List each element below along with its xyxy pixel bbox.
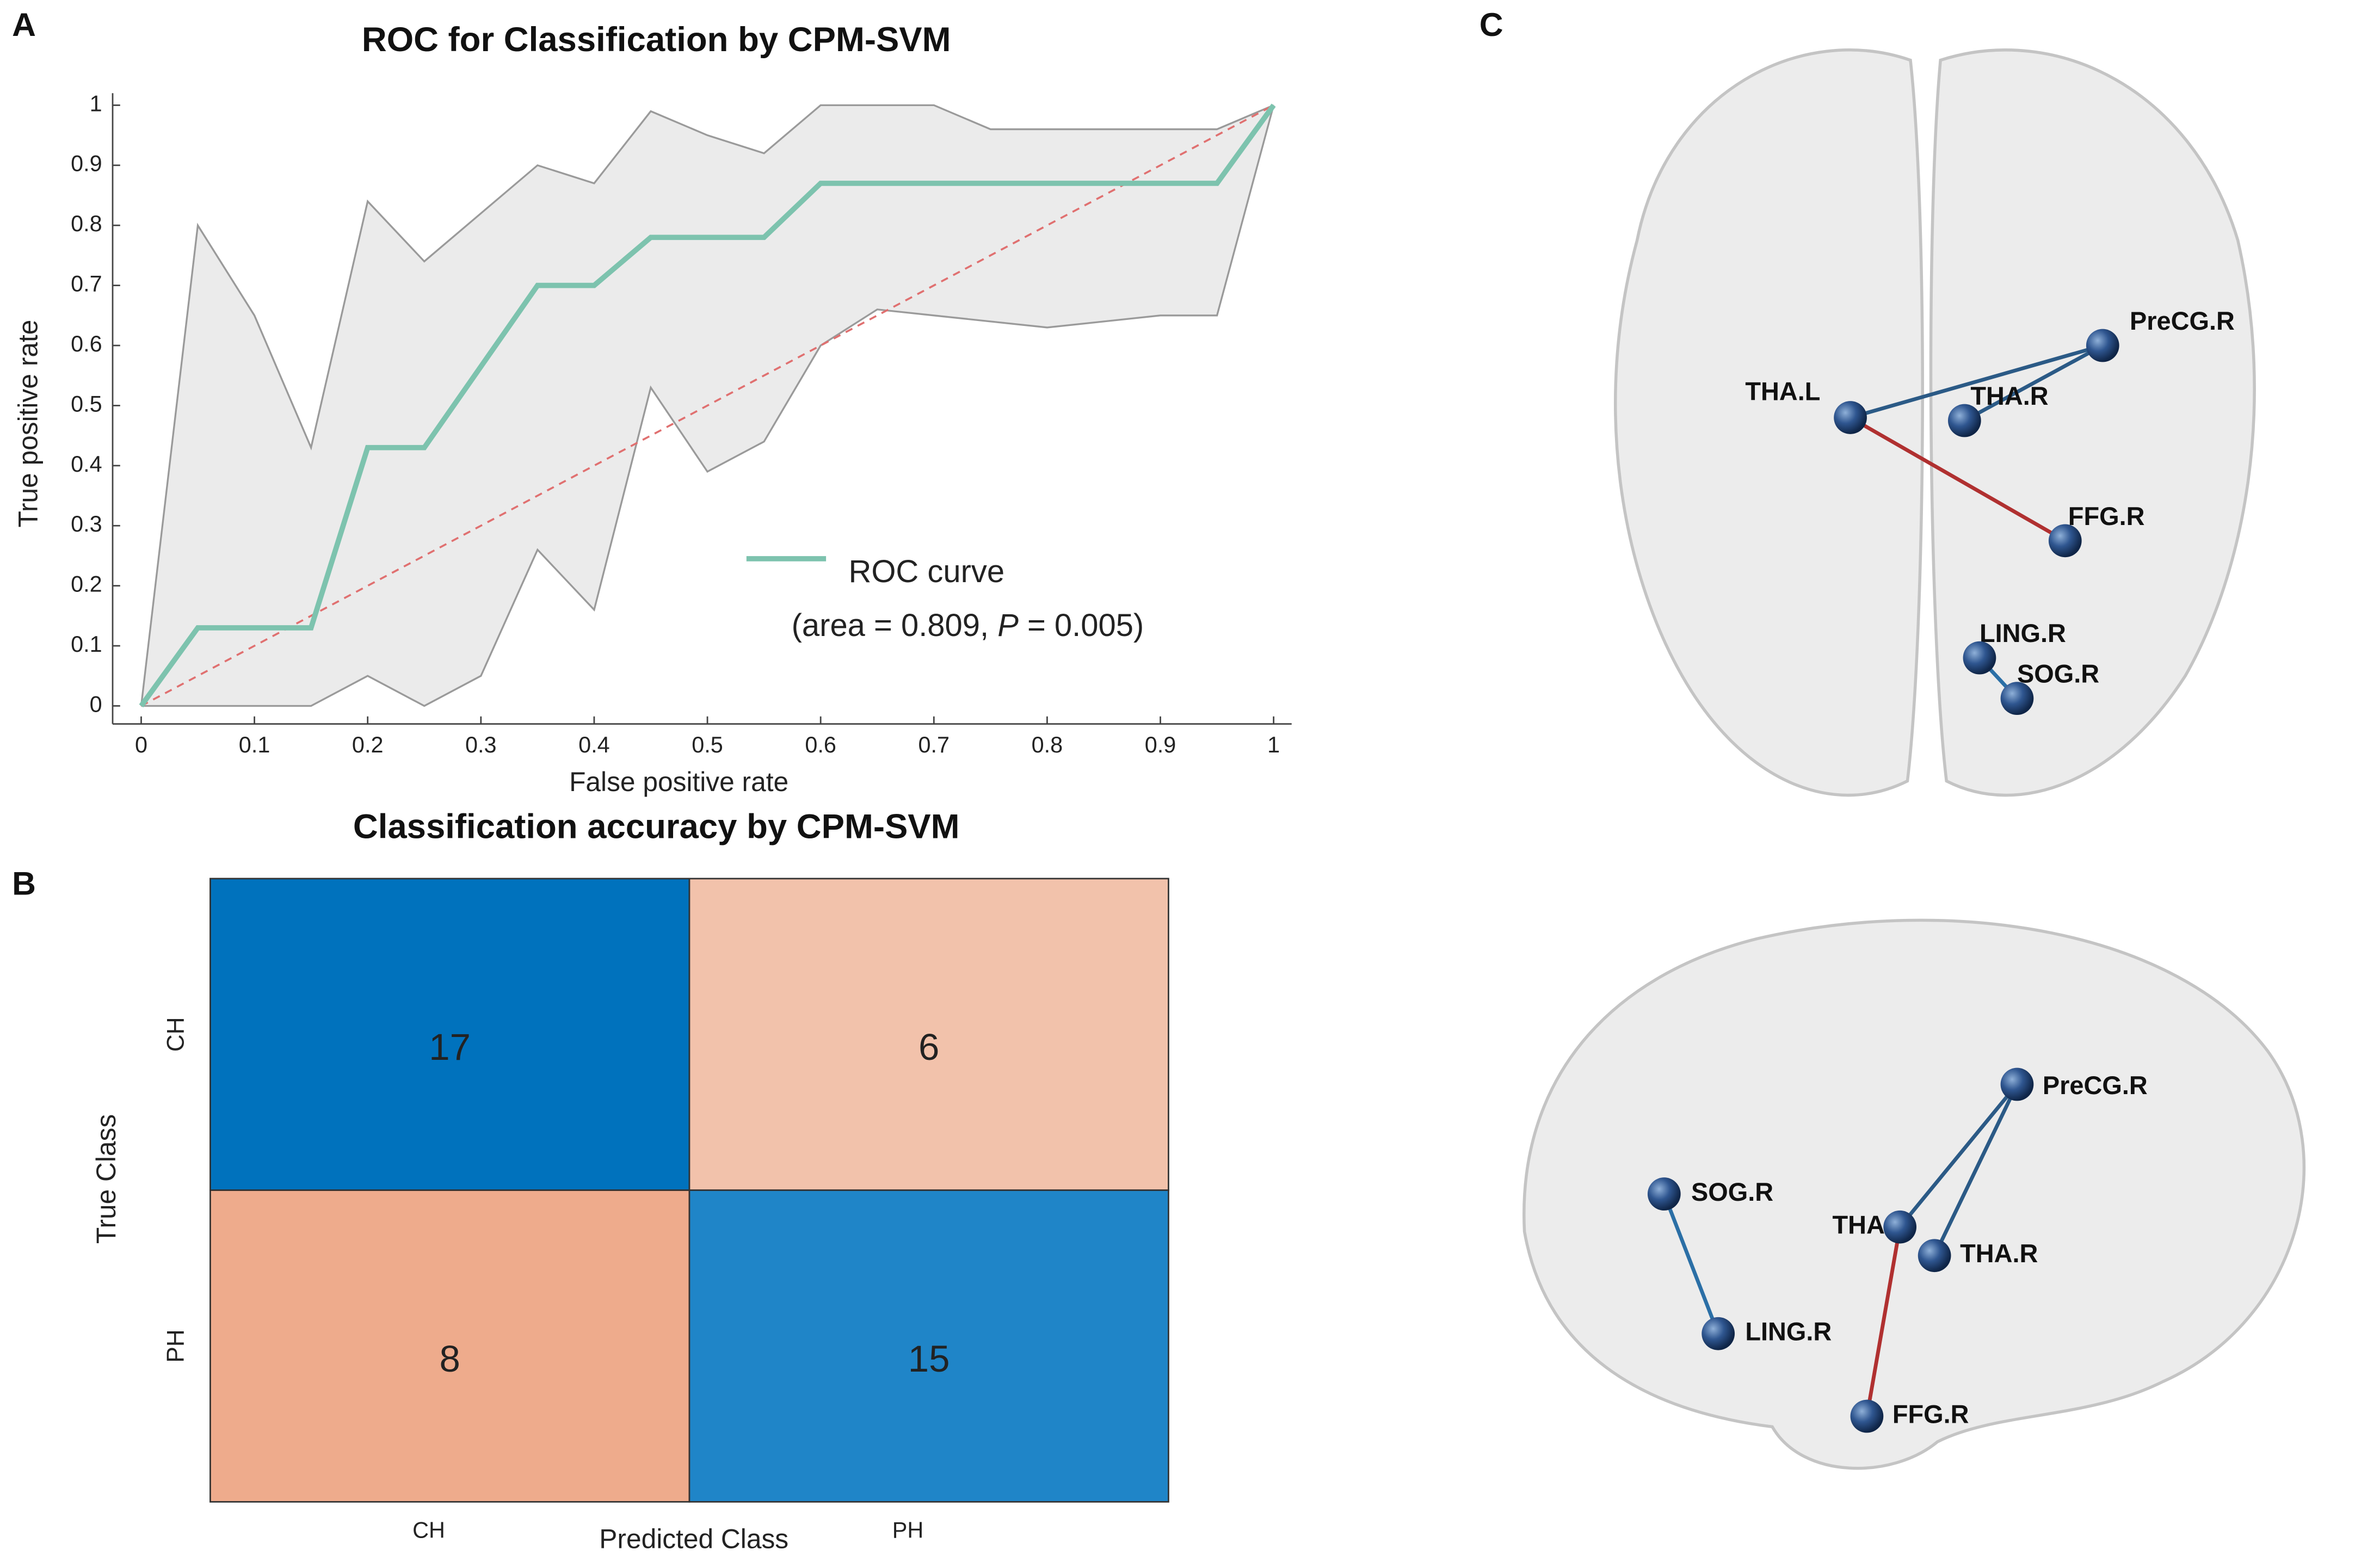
node xyxy=(1883,1210,1917,1244)
node-label: THA.R xyxy=(1970,382,2048,410)
x-tick-label: 0 xyxy=(135,732,147,757)
legend-label: ROC curve xyxy=(849,554,1005,589)
node-label: LING.R xyxy=(1980,619,2066,647)
edges xyxy=(1662,343,2104,1417)
node-label: THA.L xyxy=(1745,378,1820,406)
node xyxy=(1963,641,1996,675)
node-label: FFG.R xyxy=(1892,1400,1969,1428)
chart-title: Classification accuracy by CPM-SVM xyxy=(353,808,960,846)
node xyxy=(1850,1399,1884,1433)
band-upper xyxy=(140,104,1274,706)
node-label: SOG.R xyxy=(1691,1178,1773,1206)
x-tick-label: 0.1 xyxy=(239,732,270,757)
x-tick-label: 0.9 xyxy=(1145,732,1176,757)
y-tick-label: 0.2 xyxy=(71,572,102,597)
y-tick-label: 0.3 xyxy=(71,511,102,536)
edge xyxy=(1898,1083,2019,1229)
band-lower xyxy=(141,104,1275,707)
node xyxy=(2048,524,2082,558)
node xyxy=(1701,1317,1735,1350)
cell-value: 15 xyxy=(908,1338,950,1380)
panel-letter: B xyxy=(12,865,36,902)
edge xyxy=(1963,343,2104,423)
y-tick-label: 0.5 xyxy=(71,391,102,416)
edge xyxy=(1933,1083,2019,1257)
brain-top xyxy=(1613,48,2256,797)
y-tick-label: 0.9 xyxy=(71,151,102,176)
x-tick-label: 0.5 xyxy=(692,732,723,757)
cell-value: 6 xyxy=(918,1026,939,1068)
node-label: PreCG.R xyxy=(2130,307,2235,335)
node-label: SOG.R xyxy=(2017,660,2099,688)
y-tick-label: 0.4 xyxy=(71,452,102,477)
annotation-part: (area = 0.809, xyxy=(792,608,998,643)
x-tick-label: CH xyxy=(412,1518,445,1543)
edge xyxy=(1662,1193,1720,1335)
y-axis-label: True positive rate xyxy=(13,320,43,528)
edge xyxy=(1849,416,2066,542)
brain-side xyxy=(1522,918,2306,1470)
x-tick-label: 0.4 xyxy=(578,732,610,757)
node-label: FFG.R xyxy=(2068,502,2145,530)
panel-letter: C xyxy=(1479,6,1503,43)
x-tick-label: 0.2 xyxy=(352,732,384,757)
y-tick-label: 0 xyxy=(90,692,102,717)
panel-letter: A xyxy=(12,6,36,43)
y-tick-label: 0.6 xyxy=(71,331,102,356)
x-tick-label: PH xyxy=(892,1518,924,1543)
matrix-cell xyxy=(209,1189,691,1503)
edge xyxy=(1850,343,2104,419)
annotation-part: = 0.005) xyxy=(1019,608,1144,643)
edge xyxy=(1865,1226,1902,1417)
chance-line xyxy=(140,104,1274,707)
cell-value: 8 xyxy=(439,1338,460,1380)
node xyxy=(1918,1239,1951,1273)
node xyxy=(1834,401,1867,434)
node-label: LING.R xyxy=(1745,1318,1832,1346)
x-tick-label: 0.3 xyxy=(465,732,497,757)
x-tick-label: 0.7 xyxy=(918,732,950,757)
y-tick-label: 1 xyxy=(90,91,102,116)
cell-value: 17 xyxy=(429,1026,471,1068)
node xyxy=(2000,682,2034,715)
node xyxy=(1647,1177,1681,1211)
annotation: (area = 0.809, P = 0.005) xyxy=(792,608,1144,643)
matrix-cell xyxy=(688,1189,1169,1503)
y-tick-label: 0.1 xyxy=(71,632,102,657)
y-tick-label: CH xyxy=(162,1017,189,1052)
x-tick-label: 0.6 xyxy=(805,732,836,757)
y-tick-label: PH xyxy=(162,1329,189,1362)
annotation-part: P xyxy=(997,608,1019,643)
y-axis-label: True Class xyxy=(91,1114,121,1244)
x-tick-label: 1 xyxy=(1267,732,1280,757)
x-tick-label: 0.8 xyxy=(1032,732,1063,757)
x-axis-label: False positive rate xyxy=(569,767,788,797)
matrix-cell xyxy=(688,878,1169,1192)
y-tick-label: 0.8 xyxy=(71,211,102,236)
roc-curve xyxy=(139,103,1276,708)
matrix-cell xyxy=(209,878,691,1192)
x-axis-label: Predicted Class xyxy=(599,1523,788,1554)
y-tick-label: 0.7 xyxy=(71,271,102,297)
node-label: PreCG.R xyxy=(2043,1071,2148,1100)
node xyxy=(2000,1067,2034,1101)
node xyxy=(1947,404,1981,437)
chart-title: ROC for Classification by CPM-SVM xyxy=(362,21,951,59)
node-label: THA.R xyxy=(1960,1239,2038,1268)
node xyxy=(2086,329,2119,362)
